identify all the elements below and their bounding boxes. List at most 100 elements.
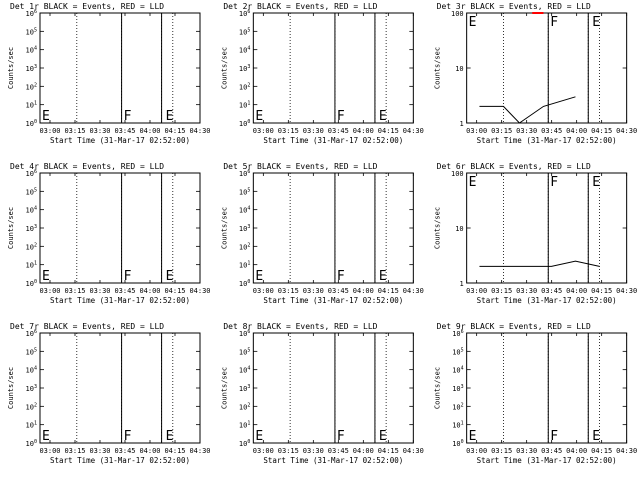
panel-title: Det 6r BLACK = Events, RED = LLD — [437, 162, 591, 171]
y-tick-label: 102 — [239, 82, 250, 91]
y-tick-label: 100 — [239, 119, 250, 128]
x-tick-label: 03:15 — [64, 287, 85, 295]
region-marker-e: E — [255, 269, 263, 284]
y-tick-label: 105 — [239, 187, 250, 196]
y-tick-label: 101 — [26, 101, 37, 110]
y-tick-label: 103 — [26, 64, 37, 73]
x-tick-label: 03:00 — [39, 127, 60, 135]
panel-title: Det 4r BLACK = Events, RED = LLD — [10, 162, 164, 171]
x-tick-label: 04:30 — [403, 287, 424, 295]
x-axis-label: Start Time (31-Mar-17 02:52:00) — [477, 296, 617, 305]
region-marker-e: E — [42, 109, 50, 124]
y-tick-label: 100 — [239, 279, 250, 288]
plot-frame — [39, 332, 201, 444]
x-tick-label: 04:00 — [353, 287, 374, 295]
y-tick-label: 106 — [26, 9, 37, 18]
panel-title: Det 9r BLACK = Events, RED = LLD — [437, 322, 591, 331]
x-tick-label: 03:15 — [491, 447, 512, 455]
x-tick-label: 04:00 — [139, 447, 160, 455]
y-axis-label: Counts/sec — [220, 47, 228, 89]
y-tick-label: 106 — [452, 329, 463, 338]
x-tick-label: 03:15 — [64, 127, 85, 135]
y-tick-label: 102 — [26, 242, 37, 251]
y-tick-label: 100 — [239, 439, 250, 448]
x-tick-label: 04:15 — [164, 127, 185, 135]
x-tick-label: 03:45 — [541, 447, 562, 455]
panel-title: Det 5r BLACK = Events, RED = LLD — [223, 162, 377, 171]
x-tick-label: 04:15 — [378, 447, 399, 455]
detector-panel-3: Det 3r BLACK = Events, RED = LLD 03:00 03:… — [434, 2, 638, 145]
detector-panel-8: Det 8r BLACK = Events, RED = LLD 03:00 03:… — [220, 322, 424, 465]
x-tick-label: 03:00 — [466, 447, 487, 455]
y-tick-label: 105 — [26, 187, 37, 196]
y-tick-label: 100 — [26, 279, 37, 288]
y-axis-label: Counts/sec — [7, 47, 15, 89]
series-1-line — [479, 96, 576, 124]
y-tick-label: 106 — [239, 329, 250, 338]
x-tick-label: 04:00 — [139, 127, 160, 135]
x-tick-label: 03:45 — [328, 127, 349, 135]
y-axis-label: Counts/sec — [434, 367, 442, 409]
y-tick-label: 102 — [239, 242, 250, 251]
y-tick-label: 106 — [239, 9, 250, 18]
y-tick-label: 100 — [26, 119, 37, 128]
y-axis-label: Counts/sec — [220, 367, 228, 409]
y-tick-label: 102 — [26, 402, 37, 411]
x-tick-label: 04:30 — [616, 287, 637, 295]
x-tick-label: 04:15 — [591, 127, 612, 135]
y-tick-label: 100 — [452, 439, 463, 448]
detector-panel-2: Det 2r BLACK = Events, RED = LLD 03:00 03:… — [220, 2, 424, 145]
x-tick-label: 04:30 — [189, 447, 210, 455]
y-axis-label: Counts/sec — [7, 207, 15, 249]
x-tick-label: 03:30 — [89, 447, 110, 455]
y-tick-label: 10 — [455, 65, 463, 73]
detector-panel-5: Det 5r BLACK = Events, RED = LLD 03:00 03:… — [220, 162, 424, 305]
x-tick-label: 04:00 — [566, 287, 587, 295]
region-marker-e: E — [255, 109, 263, 124]
series-1-line — [479, 260, 600, 267]
y-tick-label: 104 — [26, 206, 37, 215]
region-marker-e: E — [255, 429, 263, 444]
region-marker-f: F — [550, 429, 558, 444]
x-tick-label: 04:00 — [566, 127, 587, 135]
x-tick-label: 03:15 — [278, 447, 299, 455]
y-tick-label: 104 — [239, 206, 250, 215]
y-tick-label: 101 — [239, 261, 250, 270]
x-tick-label: 03:30 — [516, 127, 537, 135]
region-marker-f: F — [337, 109, 345, 124]
x-tick-label: 04:15 — [164, 287, 185, 295]
y-tick-label: 103 — [26, 384, 37, 393]
x-tick-label: 03:00 — [466, 287, 487, 295]
region-marker-e: E — [469, 15, 477, 30]
y-tick-label: 106 — [26, 169, 37, 178]
y-tick-label: 103 — [26, 224, 37, 233]
y-axis-label: Counts/sec — [434, 207, 442, 249]
x-tick-label: 03:00 — [253, 447, 274, 455]
x-tick-label: 04:30 — [189, 127, 210, 135]
region-marker-e: E — [469, 175, 477, 190]
x-axis-label: Start Time (31-Mar-17 02:52:00) — [263, 136, 403, 145]
y-tick-label: 101 — [239, 101, 250, 110]
x-tick-label: 04:30 — [616, 127, 637, 135]
x-tick-label: 04:30 — [403, 447, 424, 455]
region-marker-e: E — [166, 429, 174, 444]
x-tick-label: 04:15 — [378, 287, 399, 295]
region-marker-e: E — [42, 269, 50, 284]
panel-title: Det 1r BLACK = Events, RED = LLD — [10, 2, 164, 11]
y-tick-label: 102 — [239, 402, 250, 411]
plot-frame — [466, 332, 628, 444]
x-axis-label: Start Time (31-Mar-17 02:52:00) — [50, 296, 190, 305]
region-marker-e: E — [42, 429, 50, 444]
x-tick-label: 03:45 — [114, 127, 135, 135]
x-axis-label: Start Time (31-Mar-17 02:52:00) — [477, 136, 617, 145]
region-marker-e: E — [379, 429, 387, 444]
y-tick-label: 105 — [452, 347, 463, 356]
x-tick-label: 03:45 — [541, 287, 562, 295]
panel-title: Det 8r BLACK = Events, RED = LLD — [223, 322, 377, 331]
x-tick-label: 04:30 — [403, 127, 424, 135]
region-marker-f: F — [550, 15, 558, 30]
x-tick-label: 04:00 — [139, 287, 160, 295]
y-tick-label: 101 — [239, 421, 250, 430]
